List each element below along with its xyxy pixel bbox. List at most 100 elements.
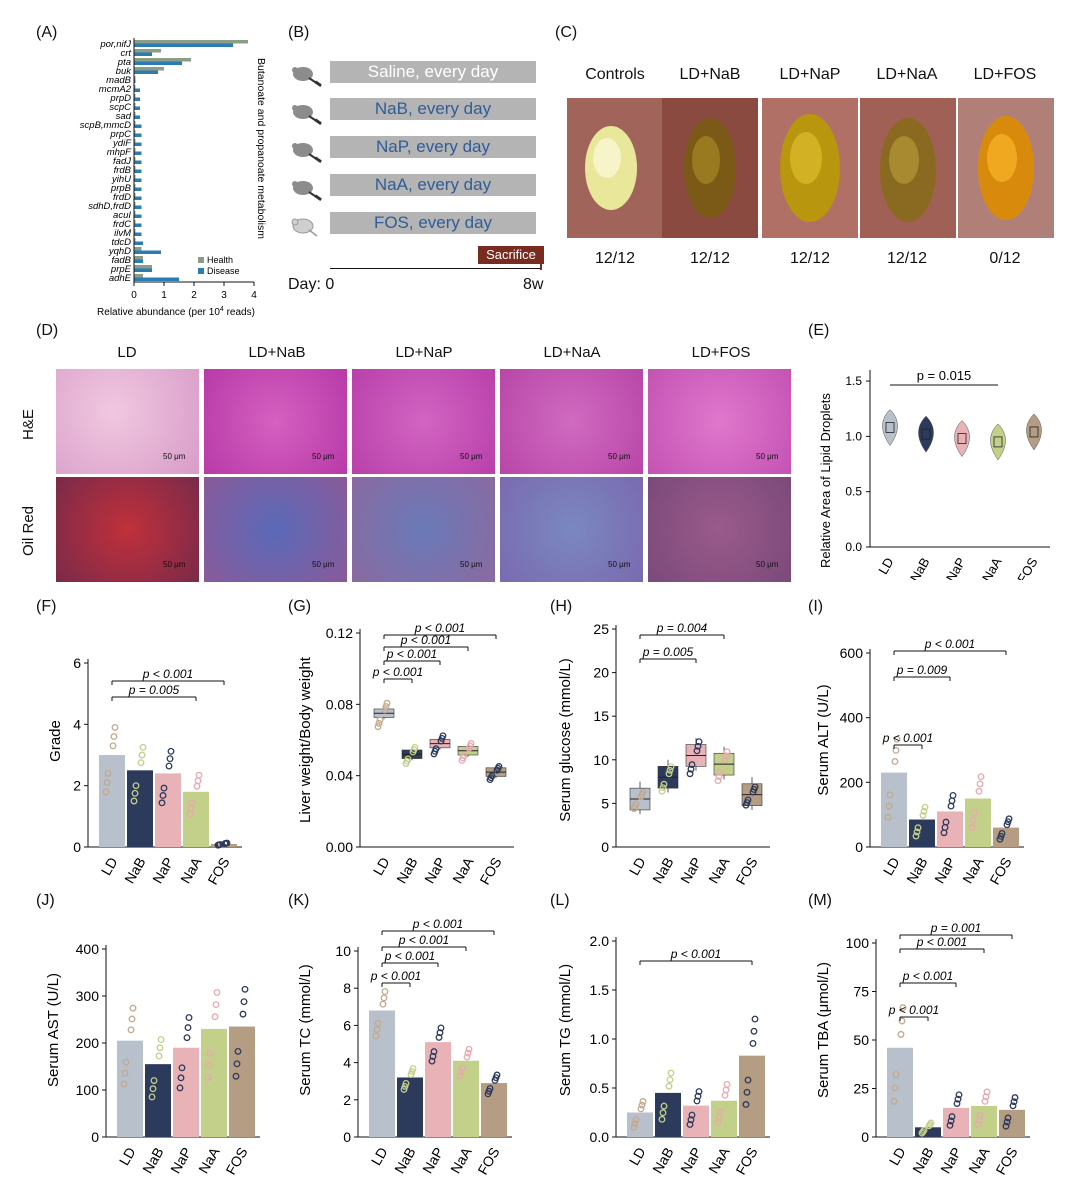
point-M-NaA-4 <box>976 1111 984 1119</box>
point-H-NaP-1 <box>693 747 701 755</box>
point-K-LD-1 <box>379 1000 387 1008</box>
gene-label-12: mhpF <box>107 147 132 158</box>
histo-col-naa: LD+NaA <box>543 344 601 361</box>
xtick-K-NaB: NaB <box>391 1145 418 1177</box>
bar-I-NaP <box>937 811 963 847</box>
bar-disease-22 <box>134 241 143 245</box>
point-I-NaA-0 <box>968 824 976 832</box>
ylabel-F: Grade <box>47 720 64 762</box>
bar-health-22 <box>134 238 136 242</box>
bar-disease-8 <box>134 115 140 119</box>
panel-e-ylabel: Relative Area of Lipid Droplets <box>818 393 833 568</box>
ytick-J-0: 0 <box>91 1129 99 1145</box>
point-J-LD-1 <box>127 1026 135 1034</box>
point-M-LD-5 <box>899 1004 907 1012</box>
point-K-LD-4 <box>374 1019 382 1027</box>
timeline-start-label: Day: 0 <box>288 276 335 293</box>
point-M-NaP-5 <box>955 1091 963 1099</box>
panel-label-h: (H) <box>550 598 573 615</box>
xtick-H-FOS: FOS <box>732 855 760 888</box>
xtick-F-LD: LD <box>98 855 121 879</box>
xtick-M-NaA: NaA <box>965 1144 993 1176</box>
bar-health-10 <box>134 130 136 134</box>
bar-health-14 <box>134 166 136 170</box>
point-F-NaP-1 <box>165 762 173 770</box>
bar-disease-21 <box>134 232 142 236</box>
bar-I-FOS <box>993 827 1019 847</box>
point-F-NaB-2 <box>131 789 139 797</box>
protocol-nap: NaP, every day <box>330 136 536 158</box>
gene-label-3: buk <box>116 66 133 77</box>
panel-label-j: (J) <box>36 892 55 909</box>
point-G-LD-2 <box>375 719 383 727</box>
gene-label-0: por,nifJ <box>99 39 131 50</box>
gene-label-1: crt <box>120 48 131 59</box>
bar-health-21 <box>134 229 136 233</box>
panel-label-g: (G) <box>288 598 312 615</box>
ytick-K-4: 8 <box>343 980 351 996</box>
histo-oil-nab <box>204 477 347 582</box>
point-F-NaP-3 <box>166 755 174 763</box>
xtick-H-LD: LD <box>626 855 649 879</box>
point-K-LD-2 <box>373 1026 381 1033</box>
gene-label-10: prpC <box>109 129 131 140</box>
gene-label-21: ilvM <box>114 228 131 239</box>
ytick-G-1: 0.04 <box>326 768 353 784</box>
panel-h-chart: 0 5 10 15 20 25 Serum glucose (mmol/L) LD NaB NaP… <box>557 621 770 888</box>
point-G-NaB-5 <box>411 743 419 751</box>
point-F-NaB-0 <box>130 797 138 805</box>
point-M-LD-4 <box>892 1071 900 1078</box>
e-ytick-0: 0.0 <box>845 540 862 554</box>
bar-K-NaB <box>397 1077 423 1137</box>
xtick-L-NaB: NaB <box>649 1145 676 1177</box>
bar-disease-18 <box>134 205 142 209</box>
panel-label-a: (A) <box>36 24 58 41</box>
point-J-NaP-5 <box>185 1014 193 1022</box>
ytick-G-3: 0.12 <box>326 625 353 641</box>
ytick-F-0: 0 <box>73 839 81 855</box>
point-H-NaP-0 <box>686 770 694 778</box>
point-J-NaB-3 <box>156 1044 164 1052</box>
point-J-FOS-0 <box>232 1072 240 1080</box>
ytick-K-3: 6 <box>343 1017 351 1033</box>
bar-K-FOS <box>481 1083 507 1137</box>
gallbladder-photo-controls <box>567 98 663 238</box>
point-H-NaB-3 <box>666 766 674 774</box>
point-G-LD-3 <box>382 703 390 711</box>
panel-j-chart: 0 100 200 300 400 Serum AST (U/L) LD NaB NaP NaA F… <box>45 941 260 1177</box>
ytick-K-5: 10 <box>335 943 351 959</box>
ytick-H-0: 0 <box>601 839 609 855</box>
gene-label-9: scpB,mmcD <box>80 120 131 131</box>
panel-label-m: (M) <box>808 892 832 909</box>
point-K-NaP-5 <box>437 1024 445 1032</box>
xtick-G-FOS: FOS <box>476 855 504 888</box>
panel-i-chart: 0 200 400 600 Serum ALT (U/L) LD NaB NaP NaA FOS p… <box>815 637 1024 887</box>
point-I-NaA-1 <box>975 787 983 795</box>
bar-disease-7 <box>134 106 140 110</box>
point-G-LD-4 <box>376 716 384 724</box>
gene-label-20: frdC <box>113 219 131 230</box>
point-I-NaB-2 <box>913 828 921 836</box>
point-K-NaB-1 <box>407 1071 415 1078</box>
histo-oil-ld <box>56 477 199 582</box>
point-K-NaP-3 <box>436 1029 444 1037</box>
panel-m-chart: 0 25 50 75 100 Serum TBA (μmol/L) LD NaB NaP NaA F… <box>815 921 1030 1177</box>
point-F-NaP-2 <box>159 792 167 799</box>
bar-disease-25 <box>134 268 152 272</box>
ytick-L-3: 1.5 <box>590 982 610 998</box>
bar-F-NaP <box>155 773 181 847</box>
point-I-LD-4 <box>886 791 894 799</box>
bar-health-23 <box>134 247 142 251</box>
violin-box-FOS <box>1029 426 1039 438</box>
xtick-K-FOS: FOS <box>474 1145 502 1178</box>
scale-bar-6: 50 μm <box>163 560 186 569</box>
bar-K-LD <box>369 1010 395 1137</box>
point-F-FOS-4 <box>216 841 224 848</box>
mouse-icon-3 <box>287 134 327 171</box>
row-label-he: H&E <box>20 409 37 440</box>
scale-bar-7: 50 μm <box>312 560 335 569</box>
point-K-NaP-0 <box>428 1057 436 1065</box>
point-I-FOS-5 <box>1005 815 1013 823</box>
point-M-NaP-0 <box>946 1121 954 1129</box>
point-M-FOS-5 <box>1011 1094 1019 1102</box>
